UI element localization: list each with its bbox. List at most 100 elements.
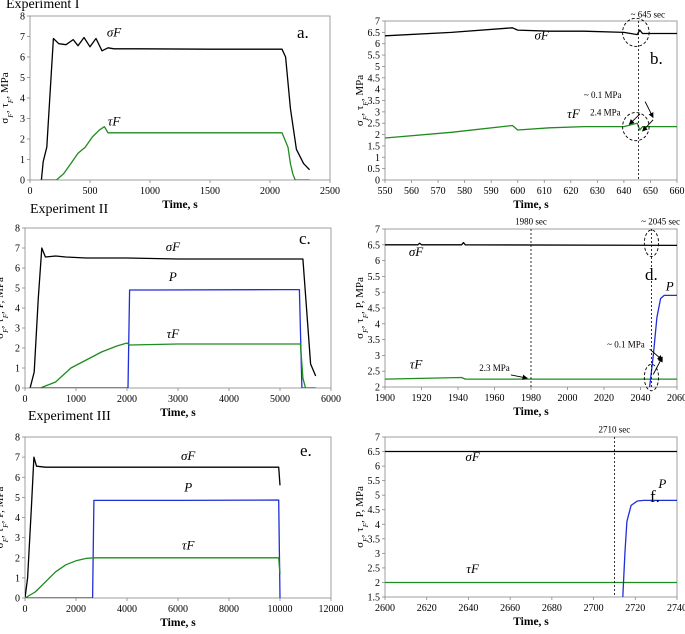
annotation-text: 2.4 MPa [590, 107, 621, 117]
x-tick-label: 1920 [412, 393, 432, 404]
plot-frame [384, 20, 678, 181]
series-label-tau: τF [167, 326, 181, 341]
x-tick-label: 1960 [485, 393, 505, 404]
x-tick-label: 5000 [270, 394, 290, 405]
y-label-part: σ [354, 333, 366, 339]
y-label-part: , τ [0, 103, 11, 114]
x-axis-label: Time, s [160, 407, 196, 419]
x-tick-label: 2740 [667, 603, 685, 614]
y-tick-label: 2.5 [368, 367, 381, 378]
y-tick-label: 6 [375, 39, 380, 50]
panel-label: c. [299, 229, 311, 248]
plot-frame [384, 228, 678, 388]
annotation-text: 2.3 MPa [479, 363, 510, 373]
x-tick-label: 500 [83, 186, 98, 197]
series-label-P: P [168, 269, 177, 284]
series-label-sigma: σF [107, 25, 122, 40]
series-line-tau [41, 126, 310, 180]
y-tick-label: 7 [15, 453, 20, 464]
section-title-experiment-1: Experiment I [6, 0, 80, 12]
y-tick-label: 3.5 [368, 96, 381, 107]
y-tick-label: 5 [375, 62, 380, 73]
y-label-subscript: F [361, 115, 370, 121]
y-label-subscript: F [1, 328, 10, 334]
x-tick-label: 2000 [117, 394, 137, 405]
y-tick-label: 3.5 [368, 335, 381, 346]
y-label-subscript: F [361, 313, 370, 319]
y-label-subscript: F [6, 113, 15, 119]
x-axis-label: Time, s [513, 406, 549, 418]
series-label-sigma: σF [465, 449, 480, 464]
annotation-dashed-circle [622, 17, 650, 47]
y-tick-label: 1 [375, 153, 380, 164]
panel-label: d. [645, 265, 658, 284]
y-tick-label: 1.5 [368, 593, 381, 604]
x-tick-label: 8000 [219, 604, 239, 615]
y-label-part: σ [0, 333, 6, 339]
series-line-tau [30, 342, 316, 388]
y-label-subscript: F [361, 537, 370, 543]
x-tick-label: 0 [23, 394, 28, 405]
y-label-part: σ [354, 120, 366, 126]
y-tick-label: 7 [375, 225, 380, 236]
section-title-experiment-2: Experiment II [30, 202, 109, 217]
series-line-P [648, 294, 677, 387]
x-tick-label: 2000 [558, 393, 578, 404]
x-tick-label: 660 [670, 186, 685, 197]
y-label-part: , P, MPa [354, 277, 366, 314]
series-line-tau [385, 122, 677, 139]
x-tick-label: 620 [563, 186, 578, 197]
y-tick-label: 7 [375, 17, 380, 28]
series-label-tau: τF [108, 114, 122, 129]
x-tick-label: 1900 [375, 393, 395, 404]
x-tick-label: 2060 [667, 393, 685, 404]
y-tick-label: 6.5 [368, 28, 381, 39]
y-tick-label: 8 [15, 433, 20, 444]
y-tick-label: 6.5 [368, 240, 381, 251]
y-tick-label: 6 [15, 264, 20, 275]
series-line-sigma [25, 456, 281, 598]
x-tick-label: 10000 [268, 604, 293, 615]
y-axis-label: σF, τF, P, MPa [354, 486, 370, 548]
x-tick-label: 4000 [219, 394, 239, 405]
x-axis-label: Time, s [513, 616, 549, 628]
y-tick-label: 4 [20, 94, 25, 105]
x-axis-label: Time, s [513, 199, 549, 211]
series-line-P [30, 288, 316, 388]
x-tick-label: 6000 [321, 394, 341, 405]
x-tick-label: 2600 [375, 603, 395, 614]
y-label-subscript: F [361, 101, 370, 107]
series-label-P: P [657, 476, 666, 491]
y-tick-label: 5 [15, 284, 20, 295]
y-tick-label: 5 [15, 493, 20, 504]
x-tick-label: 590 [484, 186, 499, 197]
series-line-sigma [385, 27, 677, 37]
y-tick-label: 2 [375, 130, 380, 141]
y-label-part: , P, MPa [0, 277, 6, 314]
y-tick-label: 1 [15, 573, 20, 584]
y-tick-label: 1.5 [368, 141, 381, 152]
y-tick-label: 5 [375, 288, 380, 299]
series-label-sigma: σF [166, 239, 181, 254]
x-tick-label: 2720 [625, 603, 645, 614]
annotation-arrow [642, 119, 654, 132]
x-tick-label: 560 [404, 186, 419, 197]
y-axis-label: σF, τF, MPa [354, 75, 370, 126]
x-tick-label: 640 [616, 186, 631, 197]
y-label-subscript: F [1, 537, 10, 543]
y-axis-label: σF, τF, MPa [0, 72, 15, 123]
y-tick-label: 2.5 [368, 119, 381, 130]
x-tick-label: 610 [537, 186, 552, 197]
y-label-part: σ [354, 542, 366, 548]
y-tick-label: 3 [375, 107, 380, 118]
series-label-P: P [665, 279, 674, 294]
chart-panel-f: 1.5 2 2.5 3 3.5 4 4.5 5 5.5 6 6.5 7 2600 2620 2640 2660… [354, 425, 685, 628]
y-tick-label: 4 [375, 85, 380, 96]
x-tick-label: 630 [590, 186, 605, 197]
y-tick-label: 7 [15, 244, 20, 255]
series-line-sigma [29, 247, 317, 388]
x-tick-label: 2000 [260, 186, 280, 197]
plot-frame [29, 15, 331, 181]
